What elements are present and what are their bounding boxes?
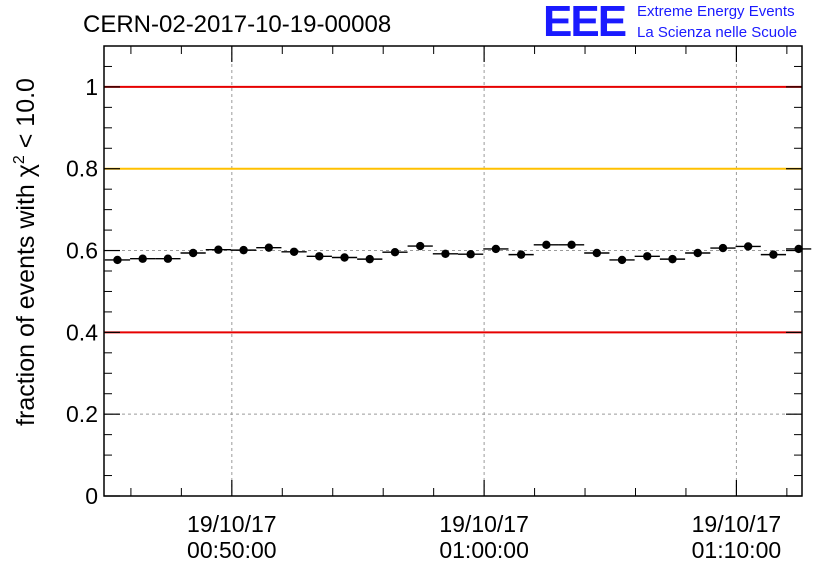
y-tick-label: 0.8 bbox=[66, 156, 98, 182]
data-point bbox=[558, 240, 585, 250]
data-point bbox=[180, 248, 206, 258]
y-tick-label: 0.2 bbox=[66, 401, 98, 427]
x-tick-label-time: 00:50:00 bbox=[187, 537, 277, 563]
data-point bbox=[331, 253, 358, 262]
y-axis-title: fraction of events with χ2 < 10.0 bbox=[11, 78, 40, 426]
data-point bbox=[584, 248, 610, 258]
data-point bbox=[735, 242, 761, 251]
reference-lines bbox=[104, 85, 802, 334]
eee-logo-mark: EEE bbox=[543, 0, 627, 46]
data-point bbox=[533, 240, 559, 250]
y-tick-label: 0 bbox=[85, 483, 98, 509]
data-point bbox=[760, 250, 787, 259]
data-point bbox=[685, 248, 711, 258]
data-point bbox=[609, 255, 635, 265]
chart-title: CERN-02-2017-10-19-00008 bbox=[83, 11, 391, 38]
x-tick-label-time: 01:10:00 bbox=[692, 537, 782, 563]
data-point bbox=[659, 254, 686, 264]
data-point bbox=[483, 244, 509, 254]
grid-layer bbox=[104, 46, 802, 496]
data-point bbox=[155, 254, 181, 263]
data-point bbox=[710, 243, 736, 253]
x-tick-label-time: 01:00:00 bbox=[439, 537, 529, 563]
data-point bbox=[508, 250, 534, 259]
axis-labels: 00.20.40.60.8119/10/1700:50:0019/10/1701… bbox=[66, 74, 781, 563]
eee-logo-line1: Extreme Energy Events bbox=[637, 3, 795, 20]
data-point bbox=[357, 254, 383, 264]
x-tick-label-date: 19/10/17 bbox=[692, 511, 782, 537]
axis-ticks bbox=[104, 46, 802, 497]
data-point bbox=[786, 244, 812, 254]
data-point bbox=[382, 247, 408, 257]
eee-logo-line2: La Scienza nelle Scuole bbox=[637, 24, 798, 41]
data-point bbox=[306, 252, 332, 261]
y-tick-label: 0.4 bbox=[66, 319, 98, 345]
data-point bbox=[130, 254, 156, 263]
y-tick-label: 0.6 bbox=[66, 238, 98, 264]
data-point bbox=[407, 241, 433, 251]
data-point bbox=[432, 249, 459, 259]
data-point bbox=[230, 245, 257, 255]
x-tick-label-date: 19/10/17 bbox=[187, 511, 277, 537]
plot-frame bbox=[103, 45, 803, 497]
data-point bbox=[256, 243, 282, 252]
data-point bbox=[281, 247, 307, 256]
data-point bbox=[104, 255, 131, 265]
x-tick-label-date: 19/10/17 bbox=[439, 511, 529, 537]
y-tick-label: 1 bbox=[85, 74, 98, 100]
data-point bbox=[634, 252, 660, 261]
data-point bbox=[458, 250, 484, 259]
data-series bbox=[104, 240, 812, 265]
data-point bbox=[205, 245, 231, 254]
